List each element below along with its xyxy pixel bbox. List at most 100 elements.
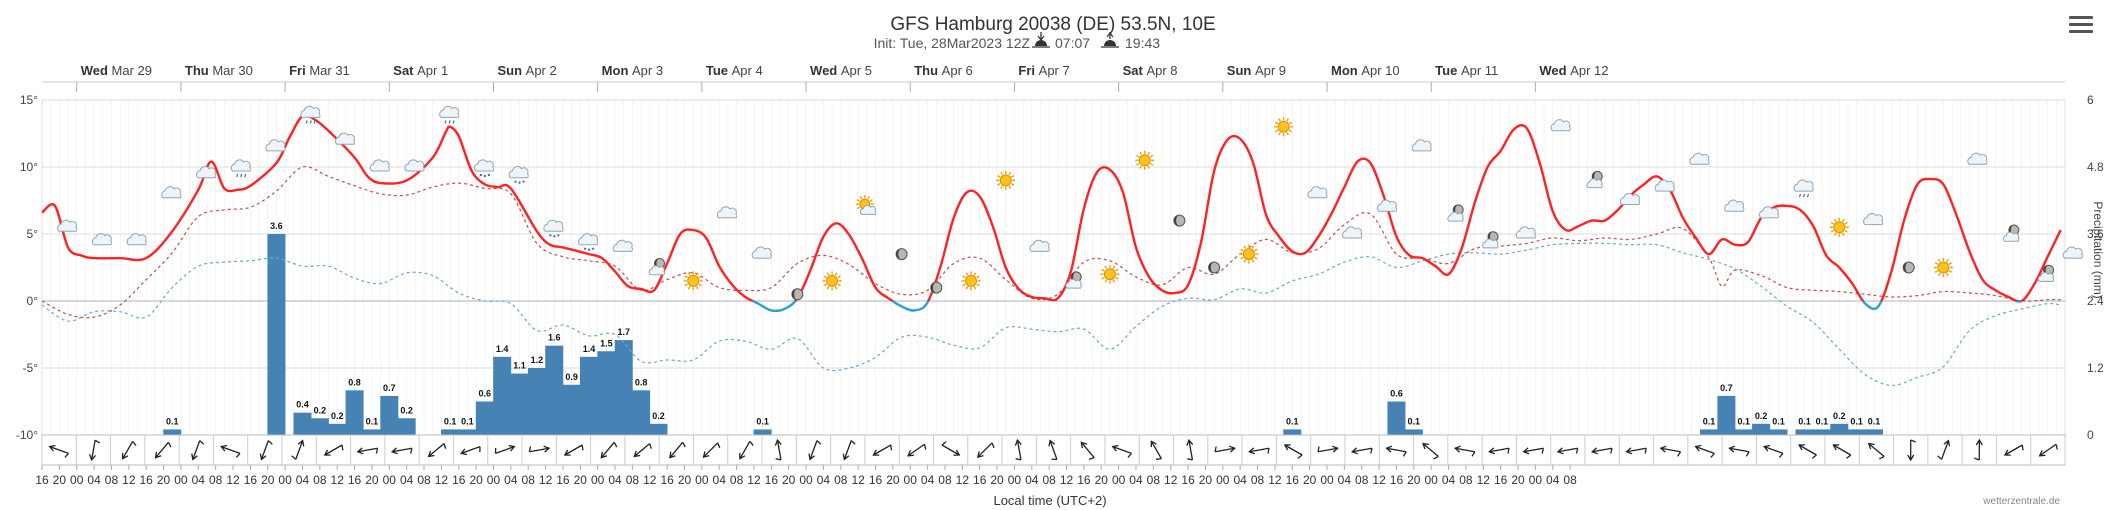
cloud-icon <box>335 132 356 145</box>
credit-text: wetterzentrale.de <box>1982 496 2060 507</box>
cloud-icon <box>1654 179 1675 192</box>
temperature-tick-label: -10° <box>16 428 38 442</box>
cloud-icon <box>1724 199 1745 212</box>
wind-direction-arrow <box>600 441 618 459</box>
hour-label: 04 <box>504 473 518 487</box>
hour-label: 00 <box>70 473 84 487</box>
wind-direction-arrow <box>1867 442 1885 460</box>
wind-direction-arrow <box>1351 447 1373 455</box>
precipitation-bar-label: 0.1 <box>1286 416 1299 426</box>
day-label: Wed Apr 12 <box>1539 63 1608 78</box>
precipitation-bar <box>328 423 347 435</box>
cloud-icon <box>91 233 113 246</box>
precipitation-bar <box>1769 429 1788 435</box>
precipitation-bar-label: 0.9 <box>565 372 578 382</box>
wind-direction-arrow <box>563 444 584 456</box>
day-label: Mon Apr 10 <box>1331 63 1400 78</box>
wind-direction-arrow <box>1591 447 1613 455</box>
cloud-rain-icon <box>439 105 460 124</box>
precipitation-bar-label: 0.1 <box>461 416 474 426</box>
hour-label: 08 <box>417 473 431 487</box>
temperature-line <box>41 113 2062 301</box>
moon-cloud-icon <box>1586 170 1603 189</box>
precipitation-bar-label: 0.8 <box>348 377 361 387</box>
hour-label: 12 <box>1164 473 1178 487</box>
hour-label: 04 <box>817 473 831 487</box>
cloud-icon <box>1967 152 1988 165</box>
precipitation-bar-label: 0.2 <box>331 411 344 421</box>
precipitation-axis: 0 1.2 2.4 3.6 4.8 6 <box>2087 93 2104 442</box>
hour-label: 20 <box>261 473 275 487</box>
hour-label: 04 <box>608 473 622 487</box>
wind-direction-arrow <box>1186 438 1194 461</box>
sun-icon <box>1239 244 1259 264</box>
moon-cloud-icon <box>1447 204 1464 222</box>
hour-label: 04 <box>1025 473 1039 487</box>
wind-direction-arrow <box>1048 439 1058 461</box>
hour-label: 20 <box>469 473 483 487</box>
hour-label: 12 <box>956 473 970 487</box>
wind-direction-arrow <box>2038 443 2058 457</box>
hour-label: 20 <box>1511 473 1525 487</box>
precipitation-bar <box>441 429 460 435</box>
cloud-icon <box>57 219 78 232</box>
precipitation-bar <box>1830 423 1849 435</box>
wind-direction-arrow <box>356 447 379 455</box>
moon-cloud-icon <box>2003 224 2020 242</box>
hour-label: 00 <box>1320 473 1334 487</box>
cloud-icon <box>2062 246 2083 259</box>
precipitation-tick-label: 0 <box>2087 428 2094 442</box>
precipitation-bar <box>1717 395 1736 435</box>
hour-label: 16 <box>348 473 362 487</box>
wind-direction-arrow <box>1522 447 1544 455</box>
wind-direction-arrow <box>842 440 856 461</box>
wind-direction-arrow <box>872 444 893 456</box>
wind-direction-arrow <box>669 441 686 459</box>
precipitation-bar <box>475 401 494 435</box>
precipitation-bar <box>458 429 477 435</box>
hour-label: 20 <box>1303 473 1317 487</box>
hour-label: 16 <box>660 473 674 487</box>
precipitation-bar <box>1283 429 1302 435</box>
wind-direction-arrow <box>460 445 481 456</box>
moon-cloud-icon <box>1065 271 1082 289</box>
day-label: Sun Apr 9 <box>1227 63 1286 78</box>
cloud-rain-icon <box>300 105 321 124</box>
day-label: Wed Apr 5 <box>810 63 872 78</box>
precipitation-bar-label: 0.1 <box>166 416 179 426</box>
hour-label: 04 <box>1546 473 1560 487</box>
wind-direction-arrow <box>1422 442 1439 460</box>
cloud-icon <box>196 166 217 179</box>
hour-label: 16 <box>973 473 987 487</box>
cloud-icon <box>265 139 286 152</box>
moon-icon <box>791 288 804 301</box>
precipitation-bar-label: 0.7 <box>383 383 396 393</box>
precipitation-bar-label: 1.7 <box>617 327 630 337</box>
hour-label: 16 <box>1077 473 1091 487</box>
precipitation-bar-label: 0.7 <box>1720 383 1733 393</box>
cloud-icon <box>1515 226 1536 239</box>
precipitation-bars: 0.1 3.6 0.4 0.2 0.2 0.8 0.1 0.7 0.2 0.1 0.1 0.6 1.4 1… <box>163 221 1883 435</box>
precipitation-bar <box>380 395 399 435</box>
hamburger-menu-icon[interactable] <box>2069 16 2093 36</box>
temperature-axis: -10° -5° 0° 5° 10° 15° <box>16 93 38 442</box>
hour-label: 08 <box>209 473 223 487</box>
hour-label: 04 <box>1233 473 1247 487</box>
moon-icon <box>930 281 943 294</box>
sun-icon <box>996 170 1016 190</box>
wind-direction-arrow <box>191 440 205 461</box>
hour-label: 00 <box>383 473 397 487</box>
hour-label: 04 <box>296 473 310 487</box>
cloud-icon <box>1689 152 1710 165</box>
precipitation-bar <box>1752 423 1771 435</box>
precipitation-bar-label: 0.1 <box>366 416 379 426</box>
precipitation-bar <box>1795 429 1814 435</box>
hour-label: 00 <box>695 473 709 487</box>
wind-direction-arrow <box>808 440 822 461</box>
precipitation-bar <box>163 429 182 435</box>
precipitation-bar-label: 0.2 <box>400 405 413 415</box>
sun-icon <box>1135 150 1155 170</box>
precipitation-bar <box>632 390 651 435</box>
precipitation-bar-label: 1.4 <box>583 344 596 354</box>
day-label: Fri Mar 31 <box>289 63 350 78</box>
